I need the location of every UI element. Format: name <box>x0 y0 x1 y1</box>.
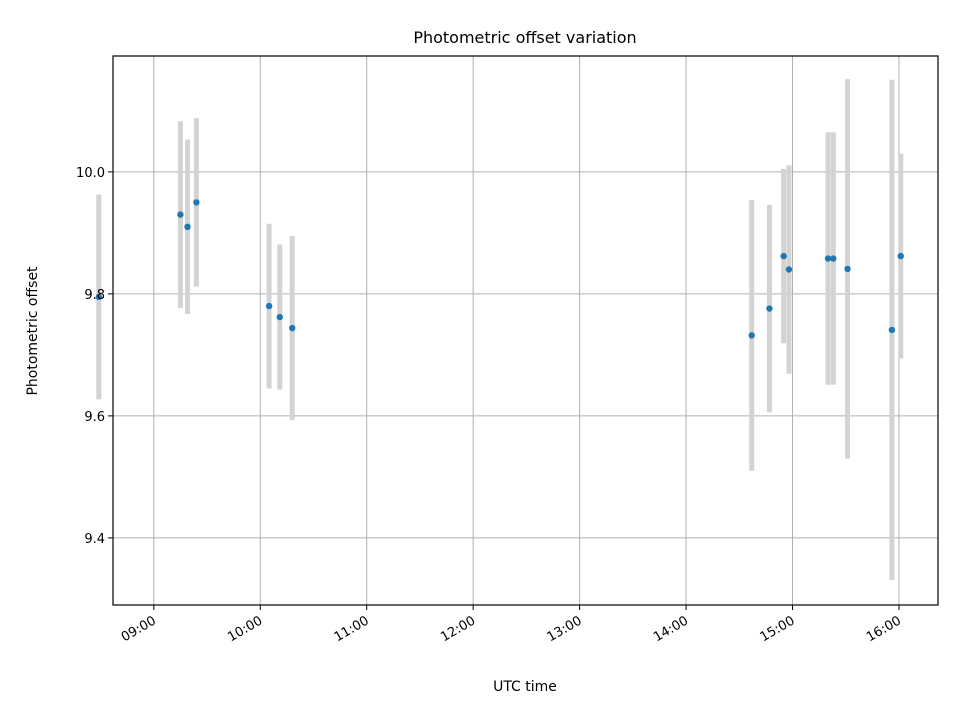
data-point <box>288 324 296 332</box>
data-point <box>193 199 200 206</box>
y-tick-label: 9.6 <box>84 410 105 425</box>
data-point <box>888 326 896 334</box>
data-point <box>184 223 191 230</box>
y-axis-label: Photometric offset <box>25 266 41 396</box>
data-point <box>276 313 283 321</box>
data-point <box>748 332 755 339</box>
data-point <box>780 252 787 260</box>
data-point <box>177 211 184 218</box>
y-tick-label: 9.4 <box>84 532 105 547</box>
data-point <box>897 252 904 260</box>
y-tick-label: 10.0 <box>76 166 105 181</box>
point-layer <box>95 199 904 339</box>
data-point <box>265 302 273 310</box>
data-point <box>766 305 773 312</box>
data-point <box>785 266 793 273</box>
data-point <box>95 293 103 301</box>
chart-title: Photometric offset variation <box>413 28 636 47</box>
plot-frame <box>112 55 939 606</box>
x-axis-label: UTC time <box>493 679 557 695</box>
grid-layer <box>113 56 938 605</box>
data-point <box>830 255 837 262</box>
data-point <box>824 255 832 262</box>
data-point <box>844 265 851 273</box>
y-tick-label: 9.8 <box>84 288 105 303</box>
